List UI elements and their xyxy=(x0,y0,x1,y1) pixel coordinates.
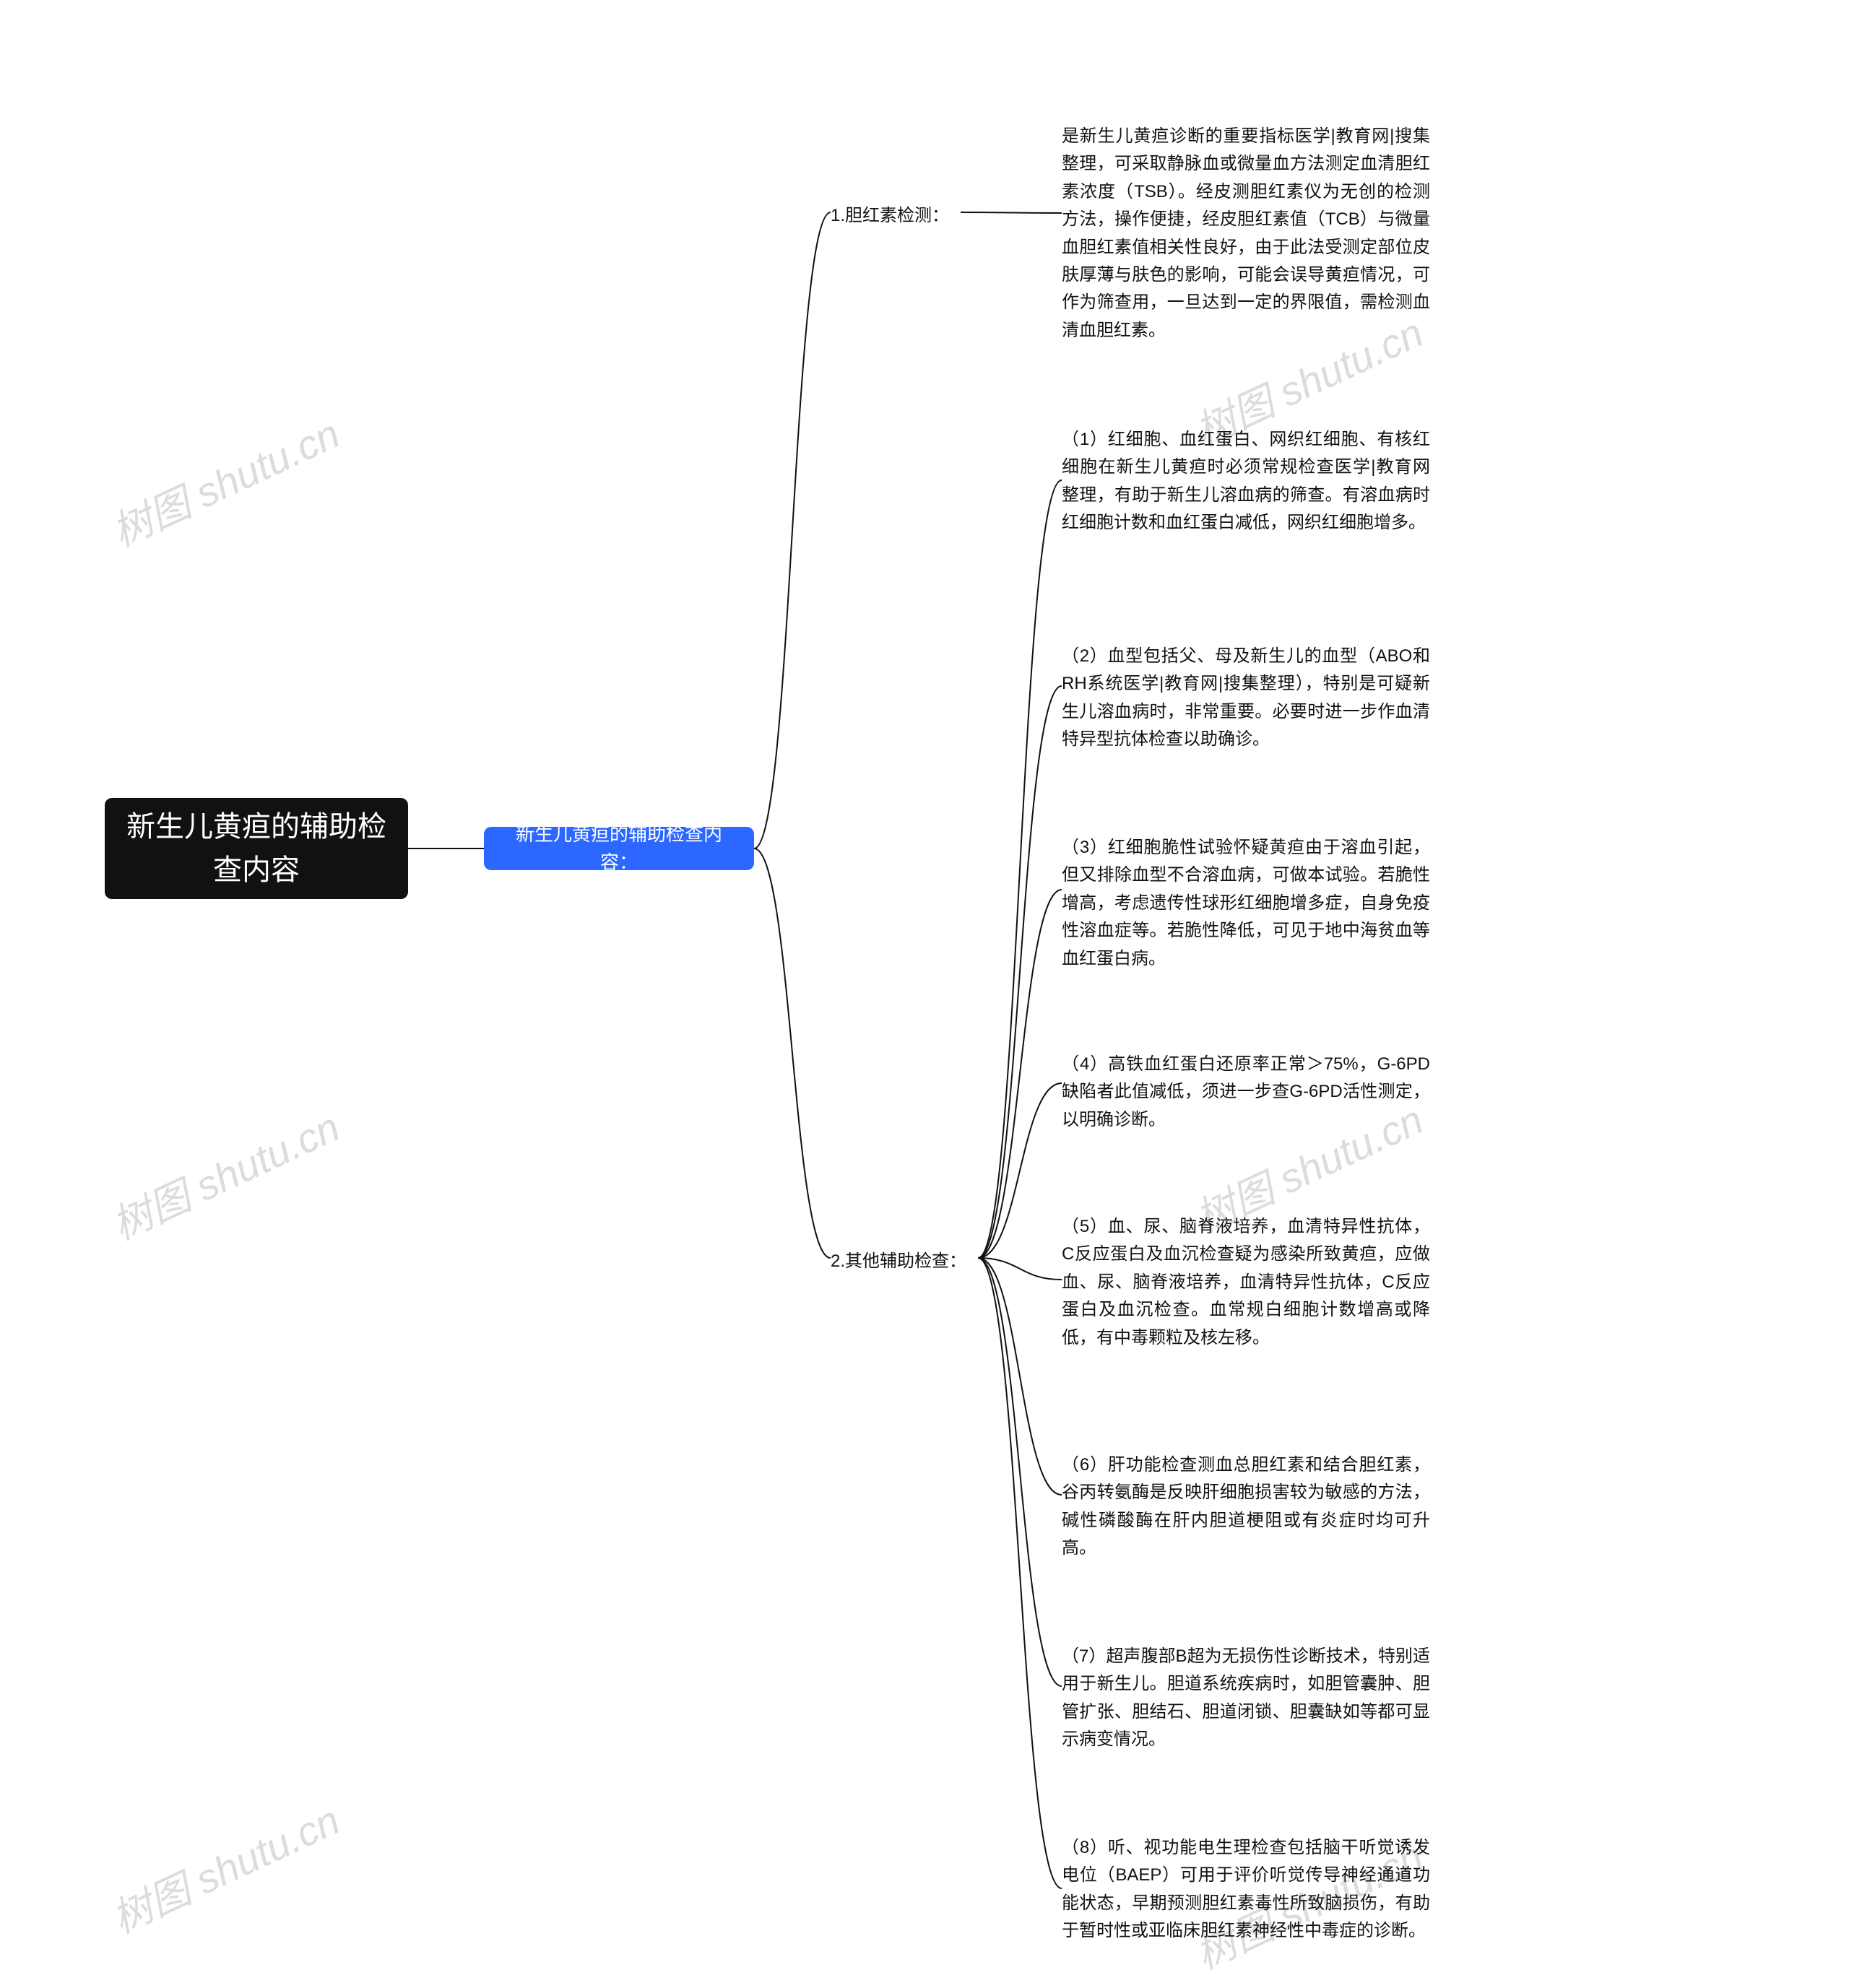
watermark: 树图 shutu.cn xyxy=(101,1095,348,1252)
level2-node[interactable]: 2.其他辅助检查： xyxy=(831,1246,966,1272)
leaf-node-text: （7）超声腹部B超为无损伤性诊断技术，特别适用于新生儿。胆道系统疾病时，如胆管囊… xyxy=(1062,1646,1430,1749)
connector-line xyxy=(978,686,1062,1258)
watermark-text: 树图 shutu.cn xyxy=(105,1797,346,1941)
leaf-node[interactable]: （6）肝功能检查测血总胆红素和结合胆红素，谷丙转氨酶是反映肝细胞损害较为敏感的方… xyxy=(1062,1451,1430,1563)
watermark-text: 树图 shutu.cn xyxy=(105,1103,346,1248)
connector-line xyxy=(961,212,1062,213)
connector-line xyxy=(978,1258,1062,1888)
root-node-label: 新生儿黄疸的辅助检查内容 xyxy=(125,805,388,892)
connector-line xyxy=(978,1258,1062,1686)
connectors-layer xyxy=(0,0,1849,1988)
watermark-text: 树图 shutu.cn xyxy=(105,410,346,555)
leaf-node[interactable]: （4）高铁血红蛋白还原率正常＞75%，G-6PD缺陷者此值减低，须进一步查G-6… xyxy=(1062,1051,1430,1134)
connector-line xyxy=(978,480,1062,1258)
leaf-node[interactable]: （8）听、视功能电生理检查包括脑干听觉诱发电位（BAEP）可用于评价听觉传导神经… xyxy=(1062,1834,1430,1945)
leaf-node-text: （6）肝功能检查测血总胆红素和结合胆红素，谷丙转氨酶是反映肝细胞损害较为敏感的方… xyxy=(1062,1455,1430,1558)
leaf-node[interactable]: （5）血、尿、脑脊液培养，血清特异性抗体，C反应蛋白及血沉检查疑为感染所致黄疸，… xyxy=(1062,1213,1430,1352)
leaf-node-text: （2）血型包括父、母及新生儿的血型（ABO和RH系统医学|教育网|搜集整理），特… xyxy=(1062,646,1430,749)
connector-line xyxy=(978,1258,1062,1495)
level2-node-label: 2.其他辅助检查： xyxy=(831,1251,966,1271)
connector-line xyxy=(978,890,1062,1258)
leaf-node-text: （3）红细胞脆性试验怀疑黄疸由于溶血引起，但又排除血型不合溶血病，可做本试验。若… xyxy=(1062,838,1430,968)
leaf-node-text: （4）高铁血红蛋白还原率正常＞75%，G-6PD缺陷者此值减低，须进一步查G-6… xyxy=(1062,1054,1430,1129)
connector-line xyxy=(978,1083,1062,1258)
level2-node[interactable]: 1.胆红素检测： xyxy=(831,201,949,226)
connector-line xyxy=(754,848,831,1258)
leaf-node-text: 是新生儿黄疸诊断的重要指标医学|教育网|搜集整理，可采取静脉血或微量血方法测定血… xyxy=(1062,126,1430,340)
leaf-node[interactable]: （2）血型包括父、母及新生儿的血型（ABO和RH系统医学|教育网|搜集整理），特… xyxy=(1062,643,1430,754)
level1-node[interactable]: 新生儿黄疸的辅助检查内容： xyxy=(484,827,754,870)
leaf-node-text: （5）血、尿、脑脊液培养，血清特异性抗体，C反应蛋白及血沉检查疑为感染所致黄疸，… xyxy=(1062,1217,1430,1347)
watermark: 树图 shutu.cn xyxy=(101,402,348,559)
leaf-node[interactable]: （1）红细胞、血红蛋白、网织红细胞、有核红细胞在新生儿黄疸时必须常规检查医学|教… xyxy=(1062,426,1430,537)
connector-line xyxy=(978,1258,1062,1280)
level1-node-label: 新生儿黄疸的辅助检查内容： xyxy=(500,820,738,877)
mindmap-canvas: 树图 shutu.cn树图 shutu.cn树图 shutu.cn树图 shut… xyxy=(0,0,1849,1988)
leaf-node[interactable]: （7）超声腹部B超为无损伤性诊断技术，特别适用于新生儿。胆道系统疾病时，如胆管囊… xyxy=(1062,1643,1430,1754)
leaf-node-text: （8）听、视功能电生理检查包括脑干听觉诱发电位（BAEP）可用于评价听觉传导神经… xyxy=(1062,1838,1430,1940)
leaf-node-text: （1）红细胞、血红蛋白、网织红细胞、有核红细胞在新生儿黄疸时必须常规检查医学|教… xyxy=(1062,430,1430,532)
watermark: 树图 shutu.cn xyxy=(101,1789,348,1945)
level2-node-label: 1.胆红素检测： xyxy=(831,206,949,225)
leaf-node[interactable]: （3）红细胞脆性试验怀疑黄疸由于溶血引起，但又排除血型不合溶血病，可做本试验。若… xyxy=(1062,834,1430,973)
connector-line xyxy=(754,212,831,848)
root-node[interactable]: 新生儿黄疸的辅助检查内容 xyxy=(105,798,408,899)
leaf-node[interactable]: 是新生儿黄疸诊断的重要指标医学|教育网|搜集整理，可采取静脉血或微量血方法测定血… xyxy=(1062,123,1430,344)
